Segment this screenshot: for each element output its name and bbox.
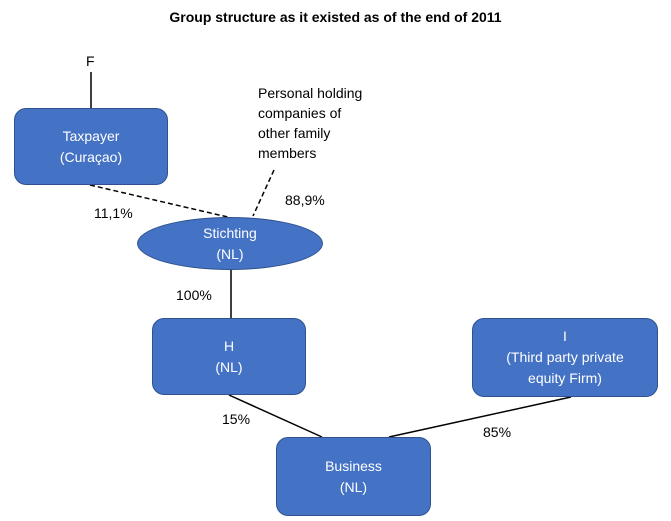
line-personal-stichting	[252, 169, 275, 217]
node-business[interactable]: Business (NL)	[276, 437, 431, 516]
node-i-name: I	[563, 328, 567, 344]
node-stichting-jurisdiction: (NL)	[216, 245, 244, 262]
node-taxpayer-jurisdiction: (Curaçao)	[59, 148, 123, 165]
node-stichting-name: Stichting	[203, 224, 257, 241]
node-stichting[interactable]: Stichting (NL)	[137, 217, 323, 270]
pct-h-business: 15%	[222, 411, 251, 427]
pct-stichting-h: 100%	[176, 287, 212, 303]
personal-holdings-line3: other family	[258, 125, 331, 141]
node-h-jurisdiction: (NL)	[215, 358, 243, 375]
personal-holdings-line1: Personal holding	[258, 85, 363, 101]
node-taxpayer-name: Taxpayer	[62, 127, 120, 144]
line-i-business	[388, 396, 572, 438]
diagram-title: Group structure as it existed as of the …	[169, 9, 502, 25]
pct-i-business: 85%	[483, 424, 512, 440]
node-h[interactable]: H (NL)	[152, 318, 306, 395]
line-h-business	[228, 394, 323, 438]
personal-holdings-line2: companies of	[258, 105, 342, 121]
pct-taxpayer-stichting: 11,1%	[94, 205, 133, 221]
node-i-desc-line1: (Third party private	[506, 349, 624, 365]
line-taxpayer-stichting	[89, 184, 233, 219]
node-personal-holdings: Personal holding companies of other fami…	[258, 83, 362, 163]
pct-personal-stichting: 88,9%	[285, 192, 325, 208]
node-i[interactable]: I (Third party private equity Firm)	[472, 318, 658, 397]
node-business-name: Business	[325, 457, 382, 474]
node-business-jurisdiction: (NL)	[339, 478, 368, 495]
node-taxpayer[interactable]: Taxpayer (Curaçao)	[14, 108, 168, 185]
node-i-desc-line2: equity Firm)	[528, 370, 602, 386]
personal-holdings-line4: members	[258, 145, 317, 161]
node-f-label: F	[86, 53, 95, 69]
node-h-name: H	[223, 337, 235, 354]
